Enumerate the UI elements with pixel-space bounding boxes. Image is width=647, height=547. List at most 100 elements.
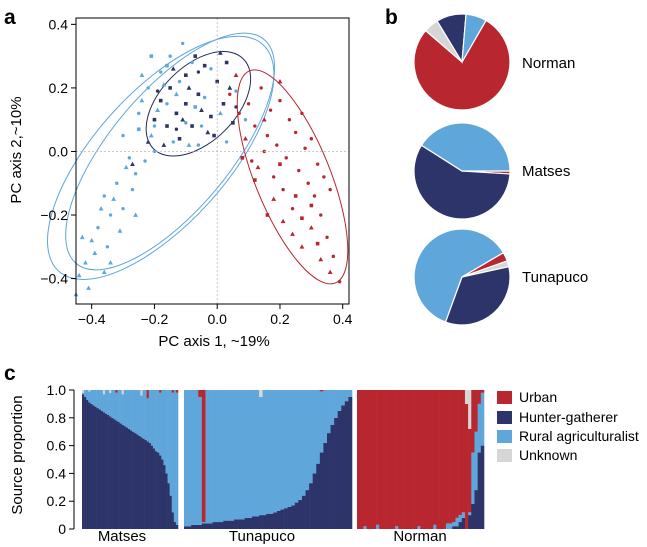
bar-segment-rural-agriculturalist: [140, 395, 143, 438]
data-point-circle: [306, 181, 310, 185]
bar-segment-rural-agriculturalist: [86, 390, 89, 400]
data-point-triangle: [92, 250, 98, 255]
data-point-triangle: [180, 117, 186, 122]
bar-segment-hunter-gatherer: [152, 448, 156, 529]
bar-segment-urban: [398, 390, 402, 529]
data-point-triangle: [130, 161, 135, 166]
data-point-triangle: [148, 132, 154, 138]
stacked-bars: [82, 390, 485, 529]
data-point-circle: [303, 146, 307, 150]
data-point-square: [149, 54, 154, 58]
data-point-square: [184, 102, 188, 106]
data-point-circle: [237, 111, 241, 116]
bar-segment-urban: [420, 390, 424, 529]
bar-segment-hunter-gatherer: [198, 524, 203, 529]
data-point-triangle: [101, 269, 107, 275]
panel-a-letter: a: [4, 6, 16, 29]
bar-segment-rural-agriculturalist: [326, 390, 331, 434]
bar-segment-hunter-gatherer: [157, 452, 160, 529]
bar-segment-hunter-gatherer: [127, 428, 131, 529]
data-point-circle: [196, 70, 201, 74]
bar-segment-urban: [430, 390, 434, 529]
bar-segment-rural-agriculturalist: [132, 390, 135, 432]
data-point-circle: [105, 245, 110, 249]
bar-segment-hunter-gatherer: [294, 502, 299, 529]
data-point-circle: [165, 102, 169, 106]
bar-segment-urban: [417, 390, 421, 527]
data-point-triangle: [255, 164, 261, 170]
bar-segment-rural-agriculturalist: [273, 390, 278, 513]
source-proportion-axes: 0 0.2 0.4 0.6 0.8 1.0: [47, 382, 75, 537]
panel-b-letter: b: [385, 6, 398, 29]
bar-segment-hunter-gatherer: [184, 526, 188, 529]
x-tick-label: 0.0: [207, 311, 227, 327]
data-point-triangle: [217, 110, 223, 116]
bar-segment-urban: [433, 390, 437, 525]
bar-segment-urban: [423, 390, 428, 529]
bar-segment-rural-agriculturalist: [280, 390, 285, 510]
data-point-square: [177, 136, 182, 141]
bar-segment-rural-agriculturalist: [461, 512, 466, 518]
data-point-circle: [115, 181, 119, 185]
bar-segment-urban: [445, 390, 450, 524]
data-point-circle: [159, 70, 163, 74]
confidence-ellipse: [145, 51, 252, 157]
bar-segment-rural-agriculturalist: [169, 390, 173, 496]
bar-segment-rural-agriculturalist: [104, 390, 108, 414]
y-tick-label: 0.0: [49, 143, 69, 159]
data-point-triangle: [111, 196, 117, 201]
bar-segment-rural-agriculturalist: [344, 390, 349, 402]
bar-segment-urban: [442, 390, 447, 529]
bar-segment-rural-agriculturalist: [161, 390, 164, 460]
y-tick-label: 1.0: [47, 382, 67, 398]
data-point-square: [240, 156, 245, 160]
bar-segment-hunter-gatherer: [82, 394, 85, 529]
bar-segment-unknown: [468, 390, 472, 429]
data-point-square: [309, 203, 314, 208]
bar-segment-hunter-gatherer: [142, 438, 145, 529]
bar-segment-hunter-gatherer: [291, 505, 296, 529]
bar-segment-urban: [471, 390, 475, 453]
bar-segment-rural-agriculturalist: [334, 390, 339, 418]
bar-segment-rural-agriculturalist: [237, 390, 242, 520]
data-point-triangle: [290, 231, 295, 236]
data-point-triangle: [199, 107, 204, 112]
data-point-circle: [137, 111, 141, 116]
x-tick-label: 0.2: [270, 311, 290, 327]
bar-segment-urban: [379, 390, 383, 529]
bar-segment-rural-agriculturalist: [259, 396, 263, 516]
data-point-circle: [250, 159, 254, 163]
bar-segment-hunter-gatherer: [248, 517, 253, 529]
data-point-triangle: [271, 196, 277, 201]
data-point-square: [278, 162, 282, 166]
y-tick-label: 0.4: [49, 16, 69, 32]
x-tick-label: −0.4: [78, 311, 106, 327]
confidence-ellipse: [236, 69, 349, 285]
bar-segment-hunter-gatherer: [323, 442, 328, 529]
bar-segment-hunter-gatherer: [134, 433, 137, 529]
legend-swatch-unknown: [497, 449, 512, 462]
bar-segment-rural-agriculturalist: [121, 394, 125, 425]
data-point-triangle: [98, 206, 104, 211]
bar-segment-rural-agriculturalist: [163, 390, 166, 466]
bar-segment-hunter-gatherer: [334, 417, 339, 529]
bar-segment-hunter-gatherer: [301, 495, 306, 529]
bar-segment-rural-agriculturalist: [348, 390, 353, 397]
bar-segment-rural-agriculturalist: [305, 390, 310, 491]
data-point-circle: [177, 79, 182, 84]
bar-segment-urban: [366, 390, 370, 529]
bar-segment-hunter-gatherer: [344, 401, 349, 529]
legend-label-hunter-gatherer: Hunter-gatherer: [519, 409, 618, 425]
bar-segment-rural-agriculturalist: [209, 390, 213, 524]
data-point-triangle: [205, 129, 211, 135]
pie-norman: [413, 13, 511, 111]
bar-segment-hunter-gatherer: [98, 409, 102, 529]
source-proportion-y-label: Source proportion: [9, 395, 26, 514]
bar-segment-rural-agriculturalist: [155, 390, 158, 452]
bar-segment-rural-agriculturalist: [341, 390, 346, 406]
bar-segment-hunter-gatherer: [298, 499, 303, 529]
pca-y-axis-label: PC axis 2,~10%: [8, 96, 25, 203]
data-point-circle: [293, 130, 298, 135]
data-point-circle: [278, 98, 282, 103]
bar-segment-hunter-gatherer: [226, 520, 231, 529]
